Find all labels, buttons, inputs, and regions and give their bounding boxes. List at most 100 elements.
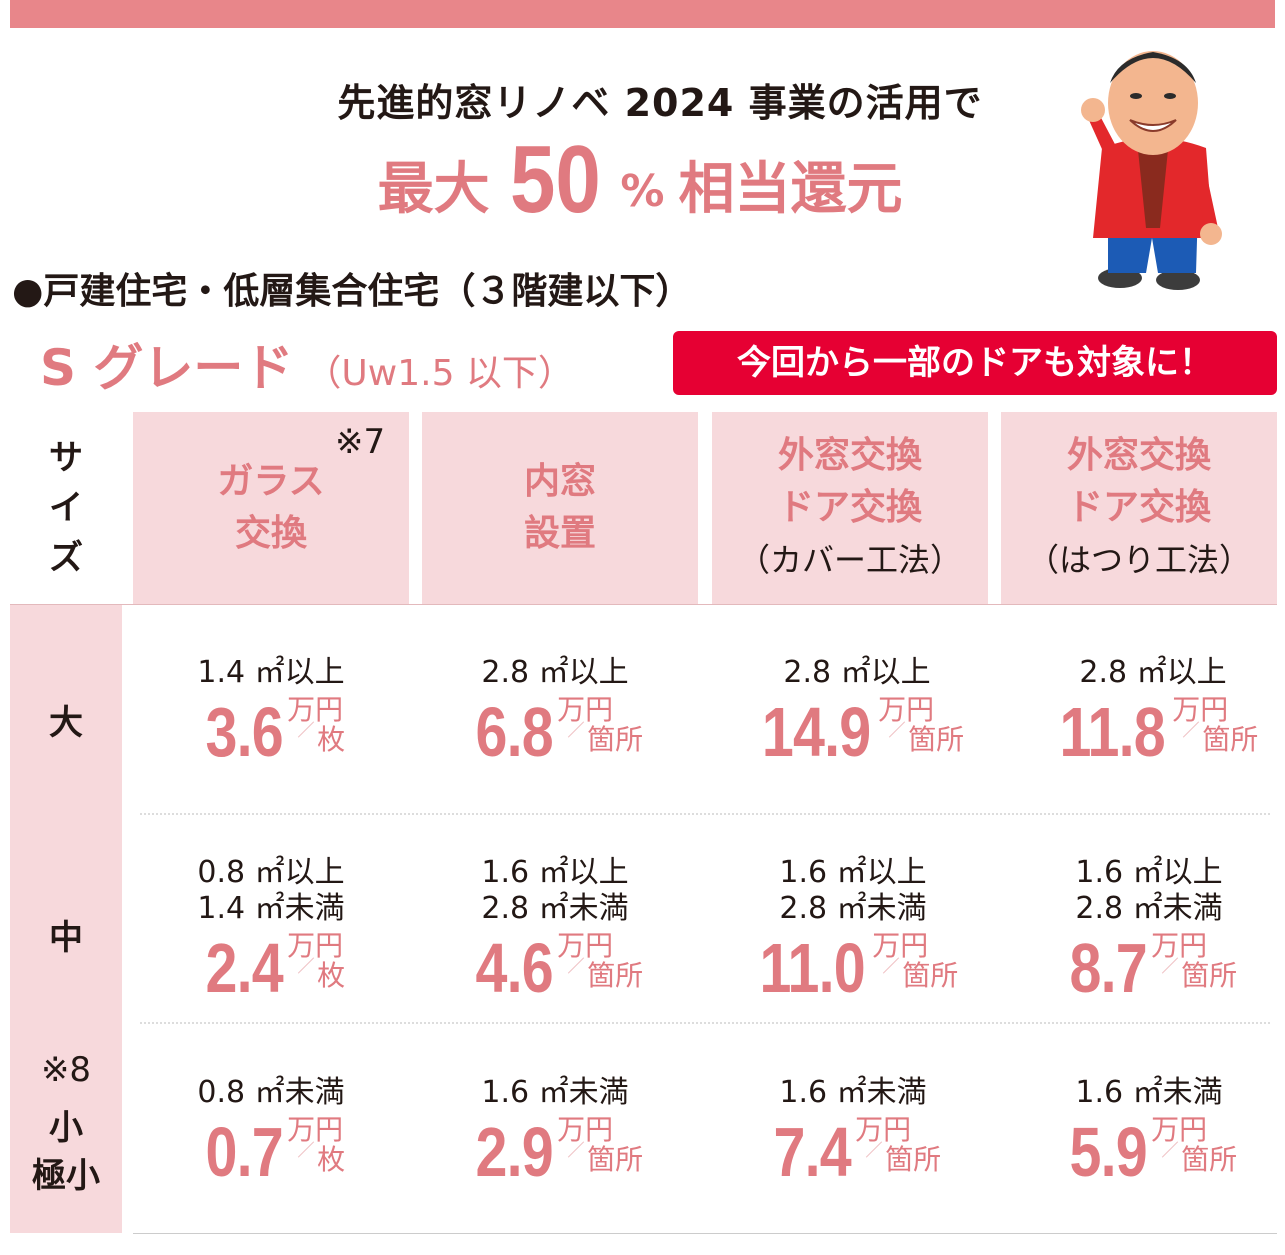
rebate-per: 箇所 bbox=[557, 1145, 643, 1175]
rebate-value: 11.0 bbox=[759, 929, 865, 1007]
rebate-per: 箇所 bbox=[878, 725, 964, 755]
price-cell: 1.4 ㎡以上 3.6 万円枚 bbox=[136, 655, 406, 769]
rebate-per: 枚 bbox=[287, 1145, 345, 1175]
col-header-method: （カバー工法） bbox=[737, 541, 962, 579]
price-cell: 1.6 ㎡未満 5.9 万円 箇所 bbox=[1014, 1075, 1284, 1189]
col-header-line: 外窓交換 bbox=[1066, 435, 1211, 476]
rebate-unit: 万円 bbox=[557, 693, 614, 726]
headline-rebate: 相当還元 bbox=[678, 157, 903, 222]
col-header-line: ガラス bbox=[217, 461, 325, 502]
row-label-medium: 中 bbox=[49, 918, 83, 958]
row-label-small: 小 bbox=[49, 1108, 83, 1148]
rebate-value: 0.7 bbox=[205, 1113, 283, 1191]
rebate-unit: 万円 bbox=[1172, 693, 1229, 726]
size-condition: 1.6 ㎡未満 bbox=[779, 1075, 927, 1110]
headline-percent: % bbox=[620, 166, 665, 217]
rebate-per: 箇所 bbox=[1172, 725, 1258, 755]
size-condition: 0.8 ㎡以上 bbox=[197, 855, 345, 890]
size-condition: 2.8 ㎡以上 bbox=[1079, 655, 1227, 690]
size-condition: 1.6 ㎡未満 bbox=[481, 1075, 629, 1110]
size-header-char: イ bbox=[49, 488, 83, 528]
rebate-value: 5.9 bbox=[1069, 1113, 1147, 1191]
price-cell: 1.6 ㎡以上 2.8 ㎡未満 8.7 万円 箇所 bbox=[1014, 855, 1284, 1005]
grade-name: S グレード bbox=[40, 339, 294, 397]
col-header-hatsuri: 外窓交換 ドア交換 （はつり工法） bbox=[1001, 412, 1277, 604]
rebate-unit: 万円 bbox=[855, 1113, 912, 1146]
price-cell: 1.6 ㎡未満 2.9 万円 箇所 bbox=[420, 1075, 690, 1189]
rebate-per: 箇所 bbox=[557, 961, 643, 991]
col-header-glass: ガラス 交換 bbox=[133, 412, 409, 604]
rebate-value: 8.7 bbox=[1069, 929, 1147, 1007]
rebate-value: 2.9 bbox=[475, 1113, 553, 1191]
new-target-badge: 今回から一部のドアも対象に！ bbox=[673, 331, 1277, 395]
col-header-line: ドア交換 bbox=[777, 487, 922, 528]
size-condition: 1.6 ㎡以上 bbox=[1075, 855, 1223, 890]
rebate-value: 6.8 bbox=[475, 693, 553, 771]
size-condition: 2.8 ㎡以上 bbox=[783, 655, 931, 690]
size-header-char: サ bbox=[49, 438, 83, 478]
col-header-cover: 外窓交換 ドア交換 （カバー工法） bbox=[712, 412, 988, 604]
price-cell: 2.8 ㎡以上 11.8 万円 箇所 bbox=[1018, 655, 1285, 769]
price-cell: 1.6 ㎡未満 7.4 万円 箇所 bbox=[718, 1075, 988, 1189]
col-header-method: （はつり工法） bbox=[1026, 541, 1251, 579]
rebate-per: 箇所 bbox=[1151, 961, 1237, 991]
rebate-per: 箇所 bbox=[872, 961, 958, 991]
rebate-per: 枚 bbox=[287, 725, 345, 755]
rebate-unit: 万円 bbox=[1151, 929, 1208, 962]
price-cell: 2.8 ㎡以上 14.9 万円 箇所 bbox=[722, 655, 992, 769]
rebate-value: 4.6 bbox=[475, 929, 553, 1007]
size-condition: 2.8 ㎡未満 bbox=[779, 891, 927, 926]
rebate-value: 7.4 bbox=[773, 1113, 851, 1191]
rebate-unit: 万円 bbox=[557, 1113, 614, 1146]
price-cell: 1.6 ㎡以上 2.8 ㎡未満 11.0 万円 箇所 bbox=[718, 855, 988, 1005]
headline-line1: 先進的窓リノベ 2024 事業の活用で bbox=[337, 81, 983, 125]
grade-title: S グレード （Uw1.5 以下） bbox=[40, 328, 574, 400]
note-8: ※8 bbox=[40, 1050, 92, 1090]
grade-spec: （Uw1.5 以下） bbox=[305, 353, 574, 394]
price-cell: 2.8 ㎡以上 6.8 万円 箇所 bbox=[420, 655, 690, 769]
divider bbox=[140, 813, 1270, 815]
rebate-value: 3.6 bbox=[205, 693, 283, 771]
col-header-inner-window: 内窓 設置 bbox=[422, 412, 698, 604]
rebate-unit: 万円 bbox=[878, 693, 935, 726]
size-column-bg bbox=[10, 605, 122, 1233]
divider bbox=[133, 1233, 1277, 1234]
col-header-line: 内窓 bbox=[523, 461, 596, 502]
col-header-line: 外窓交換 bbox=[777, 435, 922, 476]
rebate-unit: 万円 bbox=[287, 929, 344, 962]
rebate-per: 箇所 bbox=[855, 1145, 941, 1175]
headline-50: 50 bbox=[509, 126, 601, 233]
rebate-unit: 万円 bbox=[872, 929, 929, 962]
rebate-unit: 万円 bbox=[1151, 1113, 1208, 1146]
rebate-per: 箇所 bbox=[1151, 1145, 1237, 1175]
size-header: サ イ ズ bbox=[10, 412, 122, 604]
top-bar bbox=[10, 0, 1275, 28]
row-label-tiny: 極小 bbox=[32, 1156, 100, 1196]
size-header-char: ズ bbox=[49, 538, 83, 578]
col-header-line: ドア交換 bbox=[1066, 487, 1211, 528]
rebate-unit: 万円 bbox=[557, 929, 614, 962]
size-condition: 1.4 ㎡以上 bbox=[197, 655, 345, 690]
size-condition: 1.6 ㎡以上 bbox=[481, 855, 629, 890]
price-cell: 0.8 ㎡未満 0.7 万円枚 bbox=[136, 1075, 406, 1189]
mascot-illustration bbox=[1081, 51, 1222, 290]
size-condition: 1.4 ㎡未満 bbox=[197, 891, 345, 926]
row-label-large: 大 bbox=[49, 703, 83, 743]
price-cell: 0.8 ㎡以上 1.4 ㎡未満 2.4 万円枚 bbox=[136, 855, 406, 1005]
col-header-line: 交換 bbox=[234, 513, 307, 554]
rebate-value: 14.9 bbox=[761, 693, 871, 771]
divider bbox=[10, 604, 1277, 605]
size-condition: 2.8 ㎡未満 bbox=[1075, 891, 1223, 926]
rebate-value: 2.4 bbox=[205, 929, 283, 1007]
size-condition: 1.6 ㎡以上 bbox=[779, 855, 927, 890]
headline-max: 最大 bbox=[377, 157, 490, 222]
headline-line2: 最大 50 % 相当還元 bbox=[140, 126, 1140, 233]
rebate-value: 11.8 bbox=[1059, 693, 1165, 771]
rebate-per: 箇所 bbox=[557, 725, 643, 755]
rebate-unit: 万円 bbox=[287, 693, 344, 726]
note-7: ※7 bbox=[335, 422, 386, 462]
rebate-per: 枚 bbox=[287, 961, 345, 991]
col-header-line: 設置 bbox=[523, 513, 596, 554]
size-condition: 0.8 ㎡未満 bbox=[197, 1075, 345, 1110]
price-cell: 1.6 ㎡以上 2.8 ㎡未満 4.6 万円 箇所 bbox=[420, 855, 690, 1005]
